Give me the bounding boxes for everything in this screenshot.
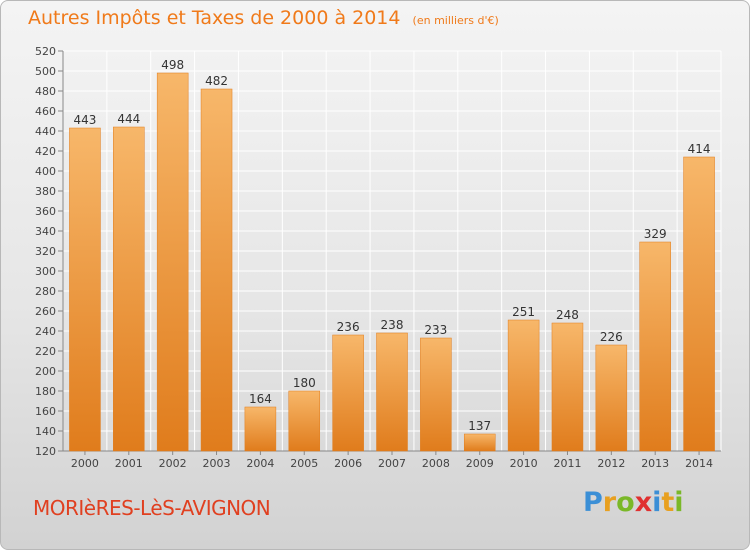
x-tick-label-2001: 2001 <box>115 457 143 470</box>
bar-2013 <box>639 241 671 452</box>
y-tick-label: 460 <box>35 105 56 118</box>
x-tick-label-2012: 2012 <box>597 457 625 470</box>
y-tick-label: 160 <box>35 405 56 418</box>
data-label-2002: 498 <box>161 58 184 72</box>
data-label-2003: 482 <box>205 74 228 88</box>
y-tick-label: 340 <box>35 225 56 238</box>
bar-2010 <box>507 319 540 452</box>
y-tick-label: 400 <box>35 165 56 178</box>
bar-2003 <box>200 88 233 452</box>
bar-2002 <box>156 72 189 452</box>
data-label-2006: 236 <box>337 320 360 334</box>
bar-2000 <box>69 127 101 452</box>
data-label-2000: 443 <box>73 113 96 127</box>
x-tick-label-2004: 2004 <box>246 457 274 470</box>
y-tick-label: 480 <box>35 85 56 98</box>
data-label-2010: 251 <box>512 305 535 319</box>
y-tick-label: 120 <box>35 445 56 458</box>
commune-name: MORIèRES-LèS-AVIGNON <box>33 496 271 520</box>
y-tick-label: 240 <box>35 325 56 338</box>
x-tick-label-2014: 2014 <box>685 457 713 470</box>
bar-2001 <box>113 126 145 452</box>
logo-letter: o <box>616 487 635 518</box>
data-label-2009: 137 <box>468 419 491 433</box>
label-layer: 443 444 498 482 164 180 236 238 233 137 251 248 226 3… <box>73 58 710 433</box>
y-tick-label: 300 <box>35 265 56 278</box>
x-tick-label-2010: 2010 <box>510 457 538 470</box>
y-tick-label: 280 <box>35 285 56 298</box>
data-label-2013: 329 <box>644 227 667 241</box>
logo-letter: P <box>583 487 603 518</box>
y-tick-label: 200 <box>35 365 56 378</box>
y-tick-label: 360 <box>35 205 56 218</box>
data-label-2004: 164 <box>249 392 272 406</box>
title-main: Autres Impôts et Taxes de 2000 à 2014 <box>28 7 401 29</box>
data-label-2012: 226 <box>600 330 623 344</box>
bar-2012 <box>595 344 628 452</box>
data-label-2011: 248 <box>556 308 579 322</box>
logo-letter: r <box>602 487 617 518</box>
x-tick-label-2011: 2011 <box>553 457 581 470</box>
x-tick-label-2013: 2013 <box>641 457 669 470</box>
bar-2006 <box>332 334 364 452</box>
bar-2005 <box>288 390 321 452</box>
y-tick-label: 180 <box>35 385 56 398</box>
x-tick-label-2008: 2008 <box>422 457 450 470</box>
x-tick-label-2005: 2005 <box>290 457 318 470</box>
y-tick-label: 380 <box>35 185 56 198</box>
x-tick-label-2007: 2007 <box>378 457 406 470</box>
data-label-2005: 180 <box>293 376 316 390</box>
bar-2009 <box>463 433 496 452</box>
y-tick-label: 140 <box>35 425 56 438</box>
bar-layer <box>69 72 715 452</box>
y-tick-label: 320 <box>35 245 56 258</box>
y-tick-label: 520 <box>35 45 56 58</box>
proxiti-logo: Proxiti <box>583 487 684 518</box>
x-tick-label-2009: 2009 <box>466 457 494 470</box>
data-label-2008: 233 <box>424 323 447 337</box>
title-unit-note: (en milliers d'€) <box>412 14 499 27</box>
y-tick-label: 420 <box>35 145 56 158</box>
data-label-2001: 444 <box>117 112 140 126</box>
y-tick-label: 500 <box>35 65 56 78</box>
x-tick-label-2003: 2003 <box>203 457 231 470</box>
data-label-2014: 414 <box>688 142 711 156</box>
data-label-2007: 238 <box>381 318 404 332</box>
chart-title: Autres Impôts et Taxes de 2000 à 2014 (e… <box>28 7 499 29</box>
y-tick-label: 260 <box>35 305 56 318</box>
bar-2011 <box>551 322 584 452</box>
y-tick-label: 440 <box>35 125 56 138</box>
bar-2004 <box>244 406 277 452</box>
x-tick-label-2002: 2002 <box>159 457 187 470</box>
x-tick-label-2006: 2006 <box>334 457 362 470</box>
bar-2007 <box>376 332 408 452</box>
y-tick-label: 220 <box>35 345 56 358</box>
logo-letter: i <box>674 487 684 518</box>
logo-letter: i <box>652 487 662 518</box>
logo-letter: x <box>634 487 653 518</box>
bar-2014 <box>683 156 715 452</box>
bar-2008 <box>420 337 452 452</box>
axis-layer: 120 140 160 180 200 220 240 260 280 300 320 340 360 3… <box>35 45 721 470</box>
x-tick-label-2000: 2000 <box>71 457 99 470</box>
logo-letter: t <box>661 487 675 518</box>
